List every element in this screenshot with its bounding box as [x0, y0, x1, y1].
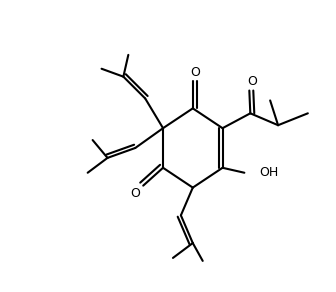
Text: O: O [190, 66, 200, 79]
Text: O: O [247, 75, 257, 88]
Text: O: O [130, 187, 140, 200]
Text: OH: OH [259, 166, 279, 179]
